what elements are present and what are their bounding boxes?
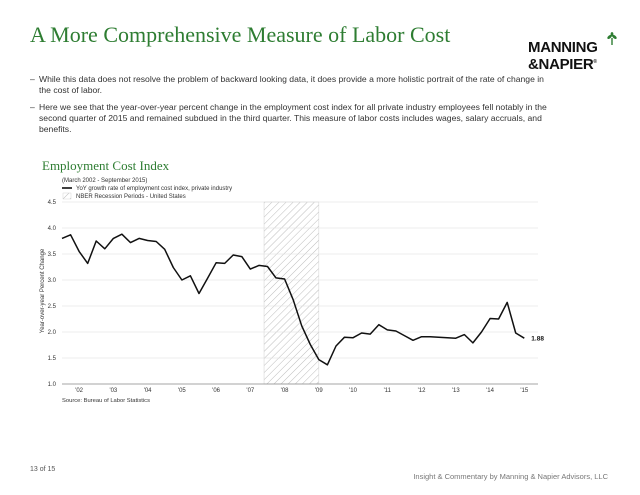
end-label: 1.88	[531, 336, 544, 343]
x-tick-label: '04	[144, 388, 152, 394]
x-tick-label: '14	[486, 388, 494, 394]
page-title: A More Comprehensive Measure of Labor Co…	[30, 22, 451, 47]
y-tick-label: 4.5	[48, 200, 57, 206]
x-tick-label: '05	[178, 388, 186, 394]
series-line	[61, 233, 525, 366]
y-tick-label: 2.0	[48, 330, 57, 336]
x-tick-label: '08	[281, 388, 289, 394]
bullet-2: Here we see that the year-over-year perc…	[30, 102, 550, 135]
x-tick-label: '07	[246, 388, 254, 394]
legend-hatch-swatch	[62, 192, 72, 200]
leaf-icon	[607, 32, 617, 45]
logo-line-2: &NAPIER®	[528, 56, 597, 73]
x-tick-label: '13	[452, 388, 460, 394]
x-tick-label: '03	[109, 388, 117, 394]
bullet-list: While this data does not resolve the pro…	[30, 74, 550, 141]
logo-line-1: MANNING	[528, 39, 598, 56]
chart-source: Source: Bureau of Labor Statistics	[62, 398, 150, 404]
x-tick-label: '06	[212, 388, 220, 394]
y-tick-label: 3.0	[48, 278, 57, 284]
x-tick-label: '09	[315, 388, 323, 394]
y-tick-label: 2.5	[48, 304, 57, 310]
bullet-1: While this data does not resolve the pro…	[30, 74, 550, 96]
y-tick-label: 1.5	[48, 356, 57, 362]
x-tick-label: '15	[520, 388, 528, 394]
chart-subtitle: (March 2002 - September 2015)	[62, 178, 147, 184]
y-tick-label: 3.5	[48, 252, 57, 258]
footer-credit: Insight & Commentary by Manning & Napier…	[413, 472, 608, 481]
chart-title: Employment Cost Index	[42, 158, 170, 173]
x-tick-label: '10	[349, 388, 357, 394]
x-tick-label: '11	[384, 388, 392, 394]
x-tick-label: '02	[75, 388, 83, 394]
y-tick-label: 1.0	[48, 382, 57, 388]
legend-label-recession: NBER Recession Periods - United States	[76, 194, 186, 200]
page-number: 13 of 15	[30, 466, 56, 473]
legend-label-series: YoY growth rate of employment cost index…	[76, 186, 232, 192]
y-axis-label: Year-over-year Percent Change	[40, 248, 46, 333]
manning-napier-logo: MANNING &NAPIER®	[528, 32, 617, 74]
y-tick-label: 4.0	[48, 226, 57, 232]
x-tick-label: '12	[418, 388, 426, 394]
recession-band-0	[263, 201, 320, 385]
